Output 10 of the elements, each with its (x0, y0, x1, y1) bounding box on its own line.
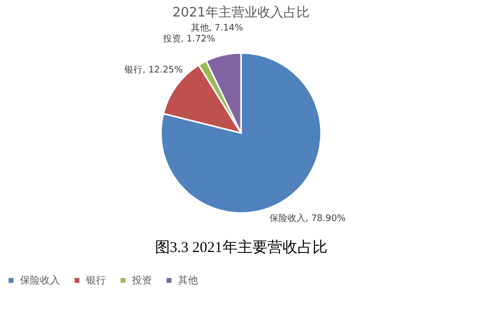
legend-label: 投资 (131, 274, 152, 286)
caption: 图3.3 2021年主要营收占比 (154, 239, 328, 256)
data-label: 银行, 12.25% (124, 64, 184, 76)
legend-label: 银行 (85, 275, 106, 286)
data-label: 其他, 7.14% (190, 22, 244, 34)
legend-label: 其他 (178, 274, 198, 286)
chart-title: 2021年主营业收入占比 (172, 4, 310, 21)
data-label: 投资, 1.72% (162, 33, 216, 44)
data-label: 保险收入, 78.90% (269, 213, 346, 224)
legend-label: 保险收入 (20, 274, 60, 286)
